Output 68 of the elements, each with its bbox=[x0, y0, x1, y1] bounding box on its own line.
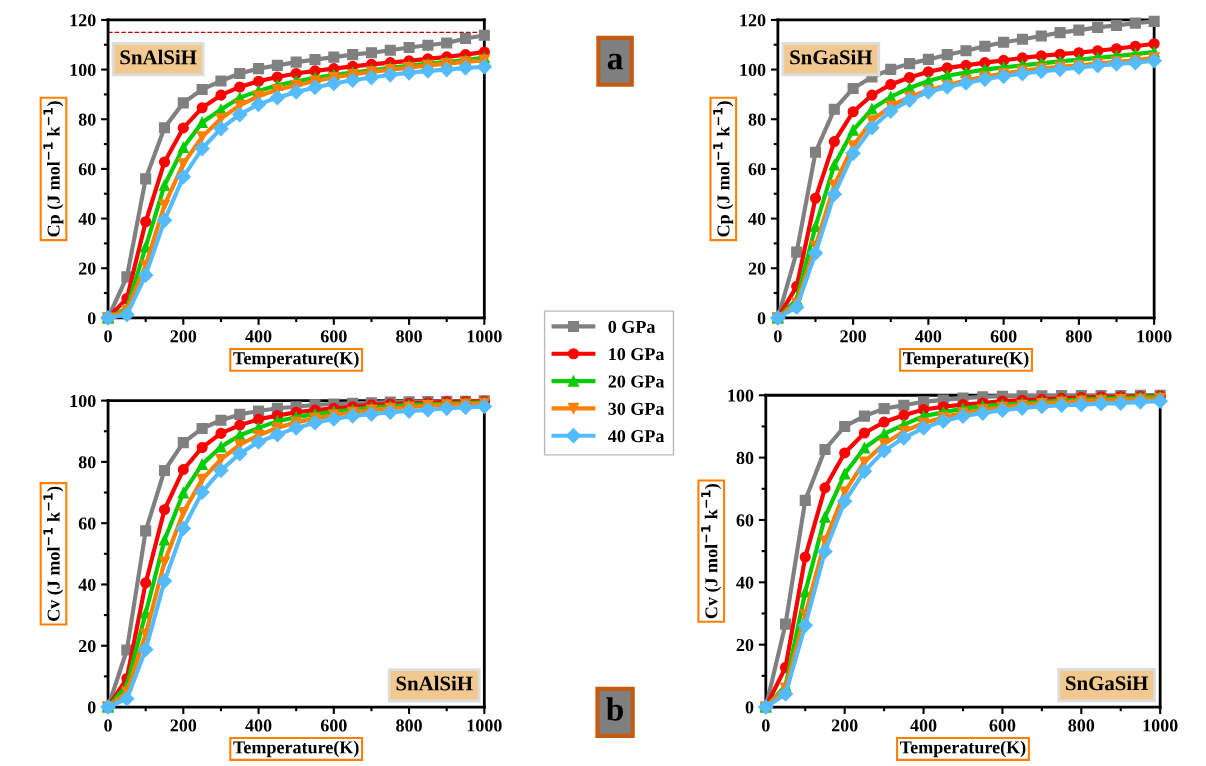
legend-label: 40 GPa bbox=[608, 430, 665, 443]
y-tick-label: 100 bbox=[70, 63, 96, 77]
x-tick-label: 800 bbox=[396, 330, 422, 343]
annotation: SnAlSiH bbox=[120, 49, 197, 65]
x-tick-label: 600 bbox=[990, 330, 1017, 343]
y-axis-title: Cv (J mol$^{−1}$ k$^{−1}$) bbox=[43, 486, 64, 621]
x-tick-label: 1000 bbox=[1143, 719, 1178, 732]
y-tick-label: 0 bbox=[87, 701, 96, 714]
x-tick-label: 400 bbox=[245, 330, 272, 343]
text: b bbox=[606, 697, 623, 721]
x-axis-title: Temperature(K) bbox=[900, 740, 1026, 758]
x-axis-title: Temperature(K) bbox=[233, 351, 359, 368]
annotation: SnGaSiH bbox=[1066, 675, 1148, 691]
y-tick-label: 40 bbox=[78, 578, 96, 591]
y-tick-label: 120 bbox=[740, 14, 766, 27]
x-tick-label: 600 bbox=[320, 719, 347, 732]
y-axis-title: Cp (J mol$^{−1}$ k$^{−1}$) bbox=[713, 101, 734, 237]
y-axis-title: Cv (J mol$^{−1}$ k$^{−1}$) bbox=[701, 484, 722, 619]
y-tick-label: 40 bbox=[78, 212, 96, 226]
x-axis-title: Temperature(K) bbox=[903, 351, 1029, 368]
x-tick-label: 200 bbox=[840, 330, 866, 343]
x-tick-label: 800 bbox=[1068, 719, 1095, 732]
x-tick-label: 0 bbox=[104, 719, 112, 732]
legend-label: 20 GPa bbox=[608, 375, 665, 388]
y-tick-label: 60 bbox=[748, 163, 766, 176]
x-tick-label: 800 bbox=[1065, 330, 1092, 343]
x-tick-label: 1000 bbox=[467, 330, 502, 343]
x-tick-label: 1000 bbox=[467, 719, 502, 732]
x-tick-label: 600 bbox=[320, 330, 347, 343]
y-tick-label: 80 bbox=[736, 451, 754, 465]
y-tick-label: 100 bbox=[728, 389, 754, 402]
y-tick-label: 40 bbox=[736, 576, 754, 589]
y-tick-label: 20 bbox=[736, 638, 754, 652]
x-tick-label: 0 bbox=[104, 330, 112, 343]
x-tick-label: 0 bbox=[774, 330, 782, 343]
y-tick-label: 60 bbox=[736, 514, 754, 527]
x-axis-title: Temperature(K) bbox=[233, 740, 359, 758]
y-tick-label: 20 bbox=[748, 262, 766, 275]
y-tick-label: 100 bbox=[70, 394, 96, 408]
y-tick-label: 100 bbox=[740, 63, 766, 77]
x-tick-label: 600 bbox=[989, 719, 1016, 732]
x-tick-label: 200 bbox=[170, 330, 197, 343]
y-tick-label: 80 bbox=[78, 456, 96, 469]
y-tick-label: 0 bbox=[745, 701, 754, 714]
x-tick-label: 400 bbox=[245, 719, 272, 732]
text: a bbox=[607, 53, 623, 70]
x-tick-label: 200 bbox=[170, 719, 197, 732]
y-tick-label: 20 bbox=[78, 262, 96, 275]
y-tick-label: 40 bbox=[748, 212, 766, 226]
y-tick-label: 0 bbox=[757, 312, 766, 325]
y-tick-label: 80 bbox=[78, 113, 96, 126]
y-tick-label: 20 bbox=[78, 640, 96, 653]
y-tick-label: 60 bbox=[78, 517, 96, 530]
x-tick-label: 800 bbox=[396, 719, 422, 732]
y-tick-label: 80 bbox=[748, 113, 766, 126]
y-tick-label: 120 bbox=[70, 14, 96, 27]
y-axis-title: Cp (J mol$^{−1}$ k$^{−1}$) bbox=[43, 101, 64, 237]
y-tick-label: 0 bbox=[87, 312, 96, 325]
x-tick-label: 1000 bbox=[1137, 330, 1172, 343]
legend-label: 30 GPa bbox=[608, 402, 665, 415]
annotation: SnAlSiH bbox=[396, 675, 473, 691]
annotation: SnGaSiH bbox=[790, 49, 873, 65]
x-tick-label: 400 bbox=[910, 719, 937, 732]
y-tick-label: 60 bbox=[78, 163, 96, 176]
x-tick-label: 200 bbox=[831, 719, 858, 732]
legend-label: 10 GPa bbox=[609, 348, 665, 361]
x-tick-label: 400 bbox=[915, 330, 942, 343]
legend-label: 0 GPa bbox=[608, 320, 656, 333]
